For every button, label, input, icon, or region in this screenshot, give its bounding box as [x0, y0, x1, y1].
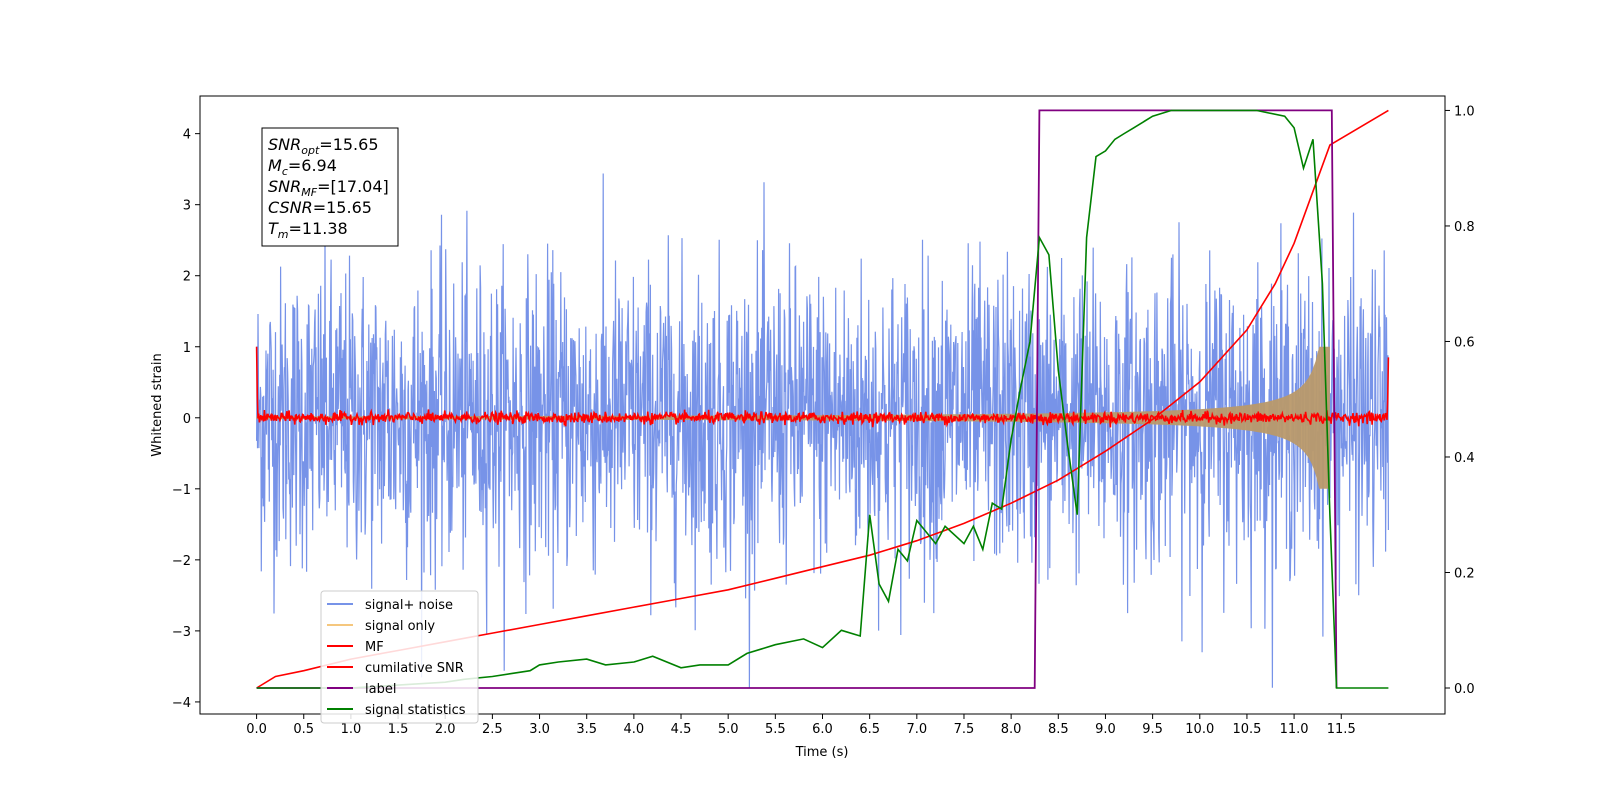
legend: signal+ noise signal only MF cumilative SNR…	[320, 590, 479, 724]
x-tick-label: 1.5	[388, 722, 409, 737]
x-tick-label: 10.5	[1232, 722, 1261, 737]
x-tick-label: 0.5	[293, 722, 314, 737]
annotation-box: SNRopt=15.65Mc=6.94SNRMF=[17.04]CSNR=15.…	[261, 127, 399, 247]
x-tick-label: 10.0	[1185, 722, 1214, 737]
x-tick-label: 11.0	[1280, 722, 1309, 737]
legend-entry: MF	[365, 640, 384, 655]
annotation-line: SNRopt=15.65	[268, 135, 379, 157]
y2-tick-label: 0.6	[1454, 335, 1475, 350]
y-tick-label: −2	[172, 554, 191, 569]
series-mf	[255, 346, 1390, 428]
x-tick-label: 2.0	[435, 722, 456, 737]
y-tick-label: 3	[183, 199, 191, 214]
x-tick-label: 3.0	[529, 722, 550, 737]
legend-entry: cumilative SNR	[365, 661, 464, 676]
series-signal-noise	[256, 173, 1389, 688]
y-tick-label: −4	[172, 696, 191, 711]
x-axis-label: Time (s)	[795, 745, 849, 760]
legend-entry: signal statistics	[365, 703, 466, 718]
y2-tick-label: 0.4	[1454, 451, 1475, 466]
x-tick-label: 9.5	[1142, 722, 1163, 737]
x-tick-label: 11.5	[1327, 722, 1356, 737]
annotation-line: SNRMF=[17.04]	[268, 177, 389, 199]
series-signal-only	[256, 346, 1330, 489]
y2-tick-label: 0.8	[1454, 220, 1475, 235]
x-tick-label: 6.5	[859, 722, 880, 737]
x-tick-label: 7.0	[906, 722, 927, 737]
y-tick-label: 4	[183, 128, 191, 143]
annotation-line: CSNR=15.65	[268, 198, 372, 217]
y-tick-label: −3	[172, 625, 191, 640]
x-tick-label: 0.0	[246, 722, 267, 737]
series-label	[256, 109, 1338, 689]
y2-tick-label: 0.0	[1454, 682, 1475, 697]
annotation-frame	[261, 127, 399, 247]
y-axis-label: Whitened strain	[150, 353, 165, 456]
annotation-line: Tm=11.38	[268, 219, 348, 241]
series-signal-statistics	[256, 109, 1389, 689]
legend-frame	[320, 590, 479, 724]
y-tick-label: 2	[183, 270, 191, 285]
y-axis-left: −4 −3 −2 −1 0 1 2 3 4	[172, 128, 200, 711]
x-tick-label: 2.5	[482, 722, 503, 737]
annotation-line: Mc=6.94	[268, 156, 337, 178]
x-tick-label: 9.0	[1095, 722, 1116, 737]
x-tick-label: 7.5	[954, 722, 975, 737]
y-tick-label: 1	[183, 341, 191, 356]
x-tick-label: 8.0	[1001, 722, 1022, 737]
x-tick-label: 5.0	[718, 722, 739, 737]
legend-entry: signal only	[365, 619, 435, 634]
y-axis-right: 0.0 0.2 0.4 0.6 0.8 1.0	[1445, 104, 1475, 697]
x-tick-label: 1.0	[341, 722, 362, 737]
legend-entry: label	[365, 682, 396, 697]
y-tick-label: −1	[172, 483, 191, 498]
y-tick-label: 0	[183, 412, 191, 427]
y2-tick-label: 1.0	[1454, 104, 1475, 119]
x-tick-label: 4.5	[671, 722, 692, 737]
legend-entry: signal+ noise	[365, 598, 453, 613]
x-tick-label: 4.0	[624, 722, 645, 737]
y2-tick-label: 0.2	[1454, 566, 1475, 581]
x-tick-label: 8.5	[1048, 722, 1069, 737]
x-tick-label: 3.5	[576, 722, 597, 737]
x-tick-label: 5.5	[765, 722, 786, 737]
x-tick-label: 6.0	[812, 722, 833, 737]
x-axis: 0.0 0.5 1.0 1.5 2.0 2.5 3.0 3.5 4.0 4.5 5.0 5.5 6.0 6…	[246, 714, 1356, 737]
